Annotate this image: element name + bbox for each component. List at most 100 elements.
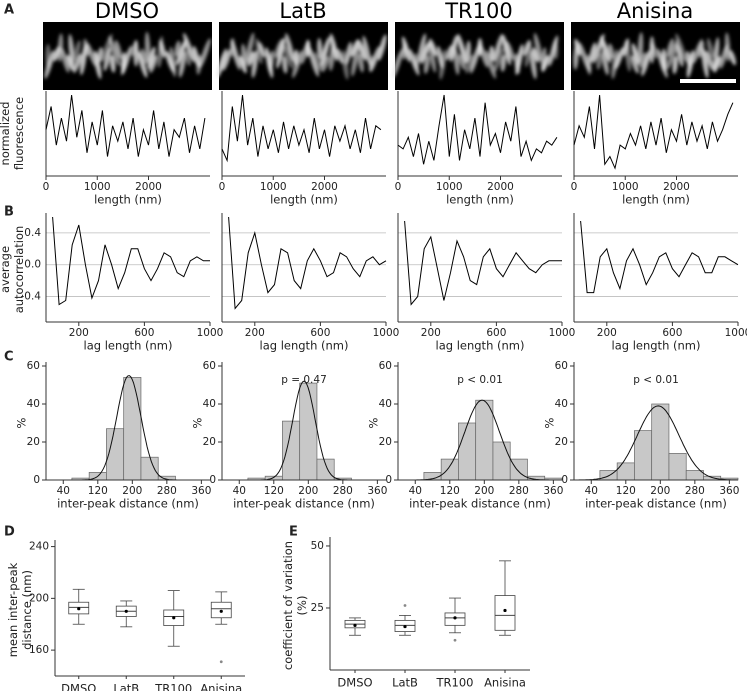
micrograph-feature (245, 32, 255, 63)
micrograph-feature (596, 52, 603, 70)
x-tick-label: 1000 (373, 327, 400, 339)
micrograph-feature (362, 35, 372, 66)
histogram-bar (475, 399, 494, 481)
micrograph-feature (630, 55, 639, 74)
x-tick-label: 120 (440, 485, 460, 497)
y-tick-label: 60 (27, 360, 40, 372)
fit-curve (574, 405, 739, 481)
micrograph-feature (175, 39, 187, 66)
x-tick-label: Anisina (200, 682, 242, 691)
x-tick-label: 200 (298, 485, 318, 497)
y-tick-label: 40 (555, 398, 568, 410)
mean-dot (219, 609, 223, 613)
micrograph-feature (666, 39, 679, 70)
x-tick-label: 280 (333, 485, 353, 497)
y-tick-label: 20 (555, 436, 568, 448)
box (494, 595, 516, 631)
panel-label: A (4, 3, 14, 18)
micrograph-feature (268, 50, 275, 72)
y-tick-label: 160 (29, 644, 49, 656)
y-tick-label: 40 (379, 398, 392, 410)
histogram-bar (123, 377, 142, 481)
micrograph-feature (529, 50, 537, 80)
y-tick-label: 20 (203, 436, 216, 448)
micrograph-feature (247, 51, 255, 67)
x-tick-label: 120 (264, 485, 284, 497)
micrograph-feature (308, 46, 319, 77)
micrograph-feature (169, 46, 177, 77)
x-tick-label: 40 (233, 485, 246, 497)
micrograph-feature (457, 34, 467, 65)
micrograph-feature (133, 40, 139, 67)
x-tick-label: 1000 (197, 327, 224, 339)
micrograph-feature (44, 50, 55, 79)
micrograph-feature (68, 34, 75, 66)
outlier (403, 604, 407, 607)
micrograph-feature (241, 43, 247, 68)
annotation: p < 0.01 (457, 374, 503, 386)
panel-label: E (289, 525, 298, 540)
micrograph-feature (341, 49, 349, 80)
y-axis-label: % (367, 417, 381, 428)
x-tick-label: 40 (57, 485, 70, 497)
micrograph-feature (401, 36, 411, 63)
y-tick-label: 60 (203, 360, 216, 372)
micrograph-feature (292, 50, 303, 79)
micrograph-feature (114, 40, 122, 60)
x-tick-label: LatB (113, 682, 139, 691)
micrograph-feature (614, 47, 624, 70)
micrograph-feature (706, 38, 714, 59)
data-line (580, 220, 739, 294)
micrograph-feature (351, 44, 360, 77)
mean-dot (503, 608, 507, 613)
mean-dot (353, 623, 357, 627)
x-tick-label: 280 (685, 485, 705, 497)
micrograph-feature (423, 55, 430, 74)
micrograph-feature (255, 38, 263, 64)
micrograph-feature (158, 39, 166, 58)
micrograph-feature (479, 44, 489, 68)
histogram-bar (299, 382, 318, 481)
micrograph-texture (391, 32, 559, 80)
micrograph-feature (728, 49, 737, 66)
micrograph-feature (103, 47, 112, 72)
x-tick-label: 1000 (725, 327, 747, 339)
micrograph-texture (573, 32, 737, 80)
x-axis-label: length (nm) (446, 193, 514, 207)
micrograph-feature (589, 42, 597, 64)
data-line (573, 94, 734, 170)
micrograph-feature (137, 51, 148, 78)
micrograph-feature (140, 48, 148, 65)
x-tick-label: 280 (509, 485, 529, 497)
micrograph-feature (93, 50, 102, 80)
x-tick-label: 2000 (487, 181, 514, 193)
micrograph-feature (420, 41, 430, 64)
micrograph-feature (713, 56, 721, 73)
x-tick-label: Anisina (484, 676, 526, 690)
micrograph-feature (485, 50, 497, 79)
micrograph-feature (216, 48, 227, 78)
y-tick-label: 60 (555, 360, 568, 372)
micrograph-feature (276, 37, 286, 69)
x-tick-label: 1000 (436, 181, 463, 193)
x-tick-label: 1000 (84, 181, 111, 193)
micrograph-feature (675, 33, 687, 62)
micrograph-feature (178, 51, 186, 78)
micrograph-feature (428, 38, 437, 57)
micrograph-feature (60, 47, 70, 73)
x-tick-label: 1000 (260, 181, 287, 193)
y-tick-label: 20 (379, 436, 392, 448)
y-tick-label: 0 (209, 474, 216, 486)
histogram-bar (492, 441, 511, 481)
micrograph-feature (251, 50, 259, 78)
micrograph-feature (686, 49, 695, 78)
micrograph-feature (329, 33, 339, 62)
x-tick-label: 1000 (612, 181, 639, 193)
x-tick-label: DMSO (337, 676, 372, 690)
micrograph-feature (282, 56, 288, 74)
x-tick-label: 600 (662, 327, 682, 339)
micrograph-texture (44, 31, 211, 80)
micrograph-feature (661, 48, 667, 72)
mean-dot (124, 609, 128, 613)
micrograph-feature (493, 48, 504, 73)
